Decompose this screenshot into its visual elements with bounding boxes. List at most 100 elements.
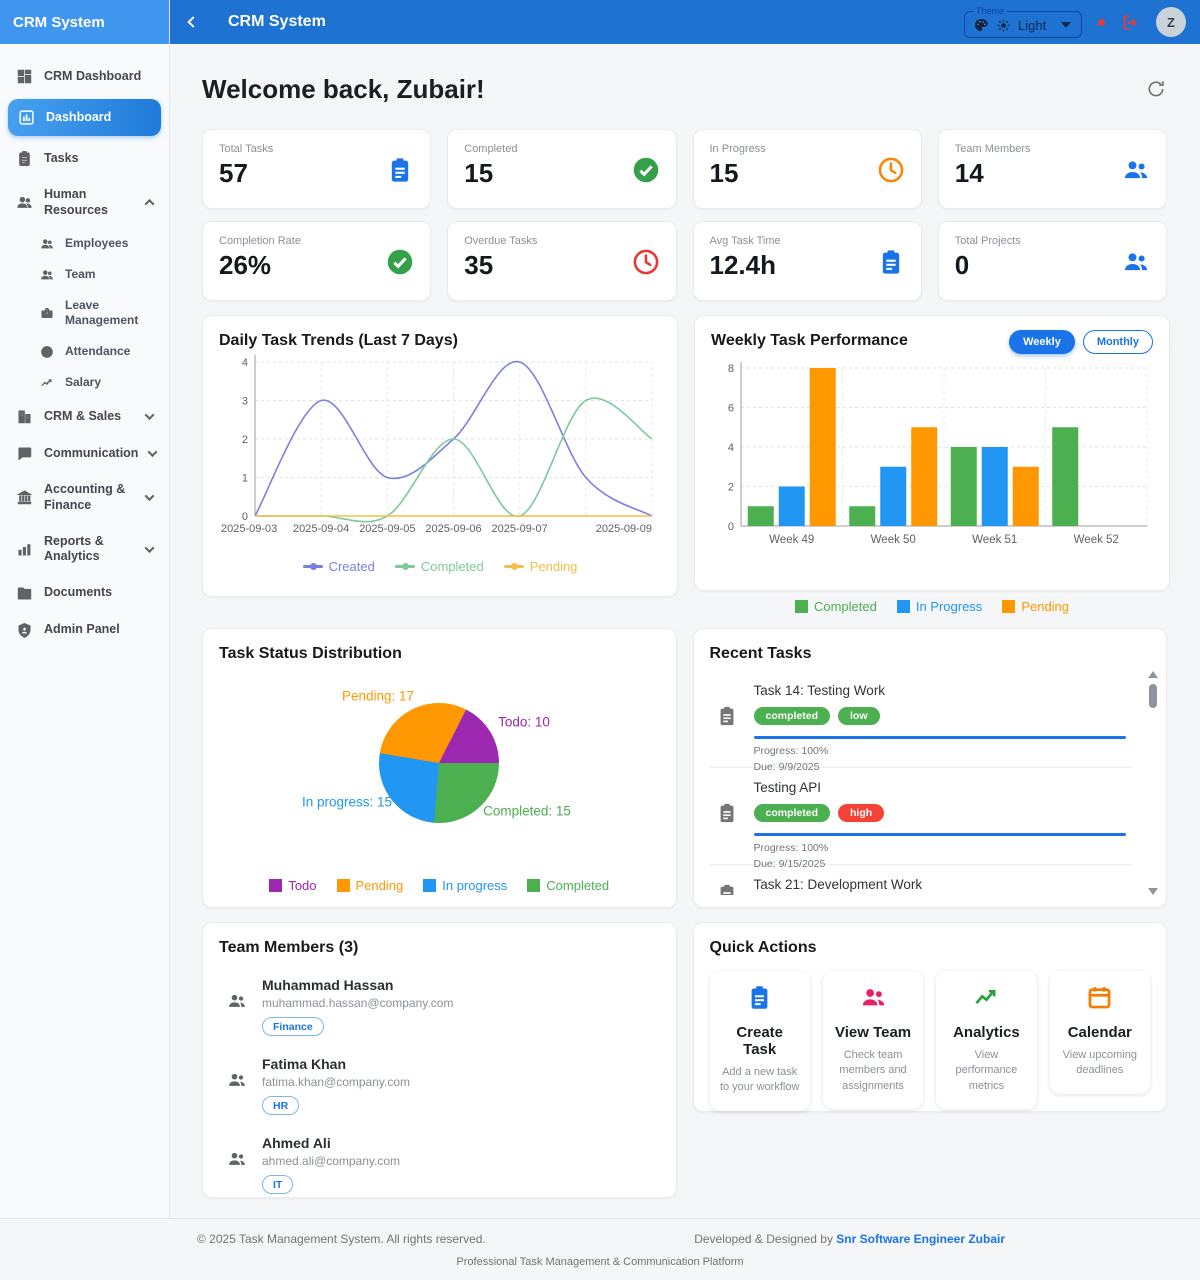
- stat-label: Total Projects: [954, 235, 1021, 247]
- sidebar-item-label: Accounting & Finance: [44, 482, 126, 512]
- scrollbar-thumb[interactable]: [1149, 684, 1157, 708]
- theme-select[interactable]: Theme Light: [964, 6, 1082, 38]
- people-icon: [41, 270, 53, 280]
- stat-value: 12.4h: [709, 250, 777, 280]
- legend-swatch: [423, 879, 437, 892]
- sidebar-item-label: Reports & Analytics: [44, 533, 104, 564]
- team-member-row[interactable]: Ahmed Ali ahmed.ali@company.com IT: [219, 1135, 660, 1194]
- line-chart-legend: Created Completed Pending: [219, 559, 661, 574]
- sidebar-item-reports-analytics[interactable]: Reports & Analytics: [6, 524, 163, 575]
- task-list-item[interactable]: Task 21: Development Work: [710, 865, 1133, 895]
- bank-icon: [16, 490, 33, 505]
- charts-row: Daily Task Trends (Last 7 Days) 0 1 2 3 4 202…: [202, 315, 1170, 614]
- task-list-item[interactable]: Testing API completed high Progress: 100…: [709, 768, 1132, 870]
- clipboard-icon: [19, 151, 30, 166]
- sidebar-item-label: Documents: [44, 585, 113, 600]
- svg-text:2: 2: [242, 434, 248, 446]
- daily-trends-card: Daily Task Trends (Last 7 Days) 0 1 2 3 4 202…: [202, 315, 678, 597]
- tasks-scrollbar[interactable]: [1147, 671, 1159, 895]
- svg-text:Week 49: Week 49: [769, 534, 814, 546]
- sidebar-item-label: Salary: [65, 375, 102, 390]
- weekly-toggle-button[interactable]: Weekly: [1009, 330, 1075, 354]
- sidebar-item-label: CRM Dashboard: [44, 68, 142, 83]
- sidebar-item-accounting-finance[interactable]: Accounting & Finance: [6, 472, 163, 523]
- sidebar-item-salary[interactable]: Salary: [32, 367, 163, 398]
- period-toggle-group: Weekly Monthly: [1009, 330, 1153, 354]
- chevron-left-icon: [187, 16, 199, 28]
- sidebar-item-team[interactable]: Team: [32, 259, 163, 290]
- legend-item: Pending: [336, 878, 403, 893]
- status-pie-chart: [379, 703, 499, 823]
- sidebar-item-documents[interactable]: Documents: [6, 575, 163, 612]
- legend-line-marker: [302, 563, 323, 570]
- svg-text:0: 0: [728, 521, 734, 533]
- task-due-text: Due: 9/9/2025: [753, 761, 820, 773]
- weekly-performance-header: Weekly Task Performance Weekly Monthly: [711, 330, 1153, 354]
- clock-icon: [878, 157, 904, 183]
- developer-link[interactable]: Snr Software Engineer Zubair: [836, 1232, 1005, 1246]
- task-list-item[interactable]: Task 14: Testing Work completed low Prog…: [709, 671, 1132, 773]
- sidebar-item-leave-management[interactable]: Leave Management: [32, 290, 163, 336]
- recent-tasks-list: Task 14: Testing Work completed low Prog…: [709, 671, 1151, 895]
- svg-text:2025-09-04: 2025-09-04: [293, 523, 349, 535]
- legend-item: Completed: [527, 878, 609, 893]
- action-description: Add a new task to your workflow: [719, 1066, 800, 1094]
- member-info: Fatima Khan fatima.khan@company.com HR: [262, 1056, 410, 1115]
- sidebar-item-label: Team: [65, 267, 96, 282]
- logout-icon[interactable]: [1121, 13, 1140, 32]
- stat-card-completed: Completed 15: [447, 129, 677, 209]
- legend-label: Created: [328, 559, 375, 574]
- legend-item: In progress: [423, 878, 507, 893]
- svg-text:2: 2: [728, 482, 734, 494]
- sidebar-item-attendance[interactable]: Attendance: [32, 336, 163, 367]
- department-chip: HR: [262, 1096, 300, 1115]
- stat-value: 15: [464, 158, 494, 188]
- scroll-down-arrow-icon[interactable]: [1148, 888, 1158, 895]
- sidebar-item-dashboard[interactable]: Dashboard: [8, 99, 161, 136]
- task-progress-text: Progress: 100%: [753, 842, 829, 854]
- legend-line-marker: [394, 563, 415, 570]
- chart-title: Task Status Distribution: [219, 645, 402, 662]
- calendar-action[interactable]: Calendar View upcoming deadlines: [1049, 971, 1150, 1094]
- team-member-row[interactable]: Fatima Khan fatima.khan@company.com HR: [219, 1056, 660, 1115]
- sidebar-item-crm-sales[interactable]: CRM & Sales: [6, 398, 163, 435]
- building-icon: [18, 410, 31, 424]
- monthly-toggle-button[interactable]: Monthly: [1082, 330, 1153, 354]
- svg-text:4: 4: [728, 442, 734, 454]
- sidebar-item-crm-dashboard[interactable]: CRM Dashboard: [6, 58, 163, 95]
- scroll-up-arrow-icon[interactable]: [1148, 671, 1158, 678]
- stat-label: In Progress: [709, 143, 766, 155]
- stat-card-in-progress: In Progress 15: [692, 129, 922, 209]
- pie-chart-legend: Todo Pending In progress Completed: [219, 878, 660, 893]
- sidebar-item-admin-panel[interactable]: Admin Panel: [6, 612, 163, 649]
- create-task-action[interactable]: Create Task Add a new task to your workf…: [709, 971, 810, 1111]
- sidebar-item-communication[interactable]: Communication: [6, 435, 163, 472]
- sidebar-item-employees[interactable]: Employees: [32, 228, 163, 259]
- task-title: Task 14: Testing Work: [753, 683, 886, 698]
- sidebar-collapse-button[interactable]: [180, 9, 206, 35]
- calendar-icon: [1088, 987, 1111, 1009]
- sidebar-app-title: CRM System: [0, 0, 169, 44]
- people-icon: [1124, 161, 1148, 179]
- sidebar-item-tasks[interactable]: Tasks: [6, 140, 163, 177]
- view-team-action[interactable]: View Team Check team members and assignm…: [822, 971, 924, 1110]
- action-label: Create Task: [736, 1024, 784, 1058]
- legend-item: Pending: [503, 559, 577, 574]
- topbar: CRM System Theme Light Z: [170, 0, 1200, 44]
- task-due-text: Due: 9/15/2025: [753, 858, 826, 870]
- avatar[interactable]: Z: [1156, 7, 1186, 37]
- member-info: Ahmed Ali ahmed.ali@company.com IT: [262, 1135, 400, 1194]
- chevron-down-icon: [148, 447, 158, 458]
- chart-title: Weekly Task Performance: [711, 332, 908, 349]
- task-progress-bar: [753, 833, 1126, 836]
- section-title: Quick Actions: [709, 939, 817, 956]
- sidebar-item-human-resources[interactable]: Human Resources: [6, 177, 163, 228]
- svg-text:Week 50: Week 50: [871, 534, 916, 546]
- member-info: Muhammad Hassan muhammad.hassan@company.…: [262, 977, 453, 1036]
- sidebar-item-label: CRM & Sales: [44, 408, 122, 423]
- refresh-icon[interactable]: [1145, 78, 1167, 100]
- team-member-row[interactable]: Muhammad Hassan muhammad.hassan@company.…: [219, 977, 660, 1036]
- analytics-action[interactable]: Analytics View performance metrics: [936, 971, 1037, 1110]
- stat-card-total-projects: Total Projects 0: [937, 221, 1167, 301]
